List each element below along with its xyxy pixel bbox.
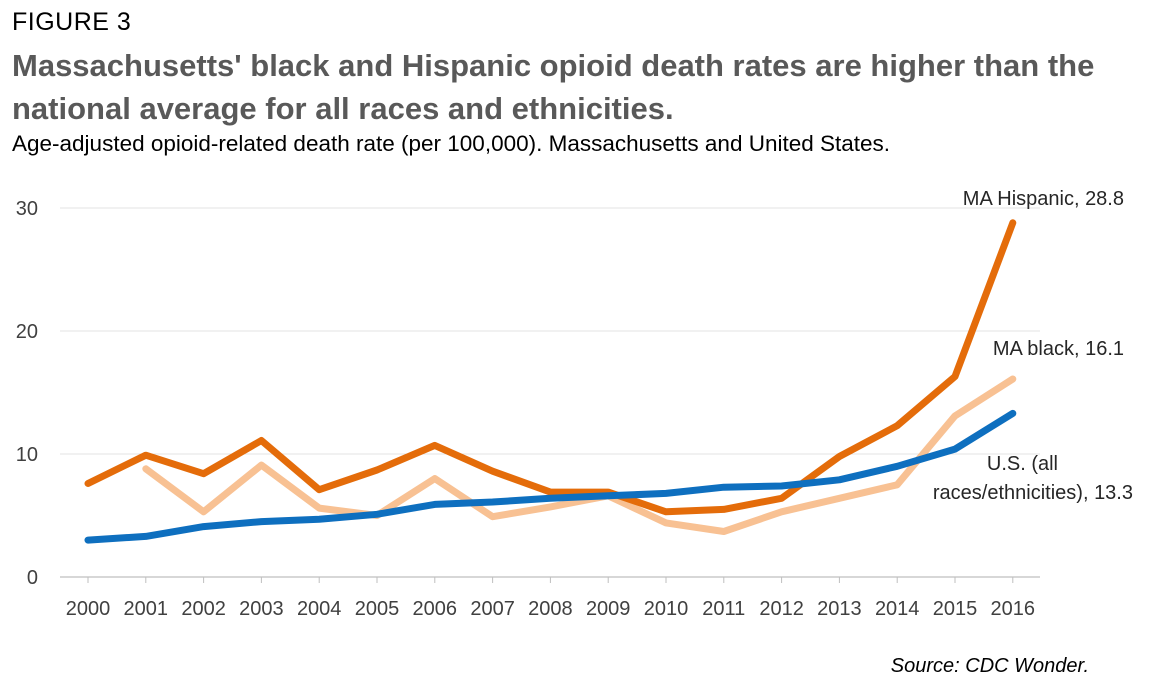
x-tick-label: 2007 xyxy=(470,598,515,620)
x-tick-label: 2000 xyxy=(66,598,111,620)
y-tick-label: 0 xyxy=(27,567,38,589)
series-line-ma-black xyxy=(142,375,1017,535)
x-tick-label: 2005 xyxy=(355,598,400,620)
x-tick-label: 2016 xyxy=(991,598,1036,620)
us-label: races/ethnicities), 13.3 xyxy=(933,482,1133,504)
series-line-u-s-all-races-ethnicities xyxy=(84,409,1017,544)
annotations: MA Hispanic, 28.8 MA black, 16.1 U.S. (all… xyxy=(933,188,1133,504)
y-tick-label: 30 xyxy=(16,198,38,220)
source-note: Source: CDC Wonder. xyxy=(890,655,1089,677)
ma-hispanic-label: MA Hispanic, 28.8 xyxy=(963,188,1124,210)
series-lines xyxy=(84,219,1017,544)
x-tick-label: 2015 xyxy=(933,598,978,620)
x-tick-label: 2010 xyxy=(644,598,689,620)
chart-title: Massachusetts' black and Hispanic opioid… xyxy=(12,48,1095,126)
chart-subtitle: Age-adjusted opioid-related death rate (… xyxy=(12,131,891,156)
y-axis: 0 10 20 30 xyxy=(16,198,38,589)
ma-black-label: MA black, 16.1 xyxy=(993,338,1124,360)
x-tick-label: 2004 xyxy=(297,598,342,620)
series-line-ma-hispanic xyxy=(84,219,1017,516)
x-tick-label: 2009 xyxy=(586,598,631,620)
y-tick-label: 10 xyxy=(16,444,38,466)
x-tick-label: 2014 xyxy=(875,598,920,620)
x-tick-label: 2002 xyxy=(181,598,226,620)
gridlines xyxy=(60,207,1040,455)
x-tick-label: 2001 xyxy=(124,598,169,620)
x-tick-label: 2006 xyxy=(413,598,458,620)
us-label: U.S. (all xyxy=(987,453,1058,475)
x-axis: 2000 2001 2002 2003 2004 2005 2006 2007 2008 2009… xyxy=(60,576,1040,620)
x-tick-label: 2011 xyxy=(702,598,745,620)
x-tick-label: 2012 xyxy=(759,598,804,620)
y-tick-label: 20 xyxy=(16,321,38,343)
x-tick-label: 2003 xyxy=(239,598,284,620)
x-tick-label: 2013 xyxy=(817,598,862,620)
figure-label: FIGURE 3 xyxy=(12,8,132,36)
x-tick-label: 2008 xyxy=(528,598,573,620)
